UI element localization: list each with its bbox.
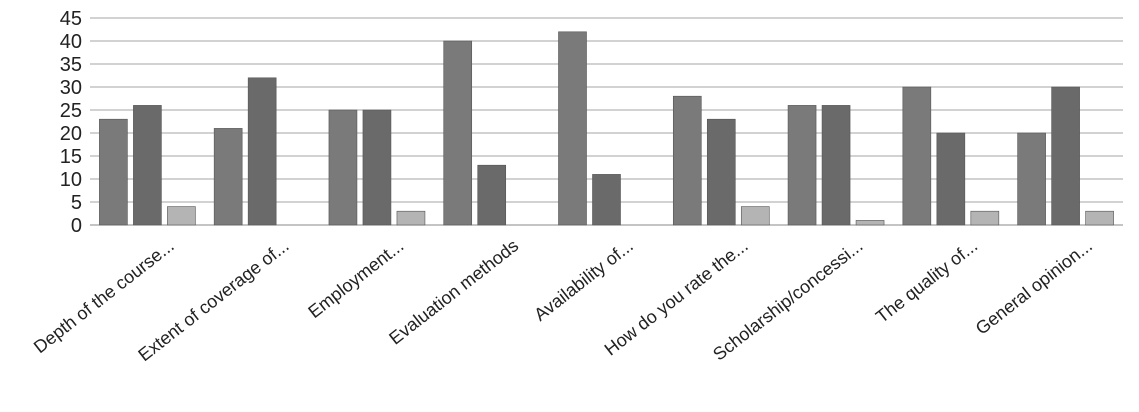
bar — [396, 210, 426, 226]
bar — [167, 206, 196, 226]
x-category-label: Availability of... — [530, 235, 637, 324]
x-category-label: General opinion... — [972, 235, 1096, 338]
bar — [706, 118, 736, 226]
bar — [672, 95, 702, 226]
bar — [1085, 210, 1114, 226]
bar — [970, 210, 1000, 226]
y-tick-label: 30 — [60, 77, 82, 99]
bar — [443, 40, 473, 226]
bar — [592, 174, 621, 226]
bar — [558, 31, 587, 226]
y-tick-label: 0 — [71, 215, 82, 237]
y-tick-label: 25 — [60, 100, 82, 122]
bar — [1017, 132, 1046, 226]
x-category-label: Employment... — [304, 235, 407, 322]
bar — [362, 109, 392, 226]
y-tick-label: 15 — [60, 146, 82, 168]
y-tick-label: 10 — [60, 169, 82, 191]
y-tick-label: 40 — [60, 31, 82, 53]
bar — [936, 132, 966, 226]
y-tick-label: 35 — [60, 54, 82, 76]
bar — [213, 128, 243, 226]
y-tick-label: 45 — [60, 8, 82, 30]
bars — [99, 31, 1114, 226]
bar — [477, 164, 507, 226]
x-axis: Depth of the course...Extent of coverage… — [30, 235, 1096, 365]
bar — [247, 77, 277, 226]
bar — [133, 105, 162, 226]
bar — [902, 86, 932, 226]
bar — [821, 105, 851, 226]
bar — [740, 206, 770, 226]
bar — [99, 118, 128, 226]
x-category-label: The quality of... — [872, 235, 981, 327]
bar — [328, 109, 358, 226]
bar — [1051, 86, 1080, 226]
y-tick-label: 20 — [60, 123, 82, 145]
bar — [787, 105, 817, 226]
y-tick-label: 5 — [71, 192, 82, 214]
bar — [855, 220, 885, 226]
